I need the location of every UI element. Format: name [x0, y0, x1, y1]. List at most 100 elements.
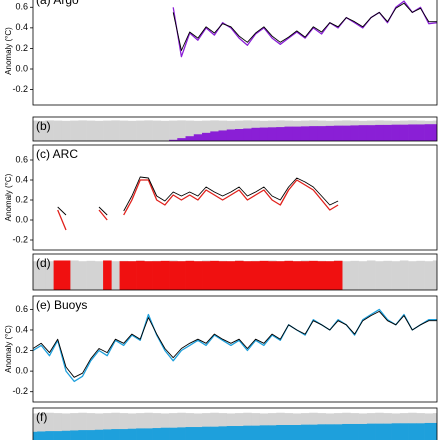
coverage-bar — [267, 127, 277, 141]
coverage-bar — [243, 128, 252, 141]
coverage-bar — [136, 120, 145, 141]
coverage-bar — [169, 413, 178, 440]
coverage-bar — [169, 120, 178, 141]
coverage-bar — [136, 260, 145, 290]
coverage-bar — [144, 261, 153, 290]
coverage-bar — [235, 426, 244, 440]
coverage-bar — [218, 130, 228, 141]
coverage-bar — [70, 120, 79, 141]
coverage-bar — [202, 132, 211, 141]
coverage-bar — [383, 124, 392, 141]
coverage-bar — [251, 261, 261, 290]
coverage-bar — [70, 430, 79, 440]
coverage-bar — [61, 260, 71, 290]
panel-title: (e) Buoys — [36, 298, 87, 312]
coverage-bar — [103, 413, 112, 440]
y-tick-label: 0.4 — [15, 324, 28, 334]
coverage-bar — [193, 120, 203, 141]
coverage-bar — [78, 261, 87, 290]
coverage-bar — [399, 260, 409, 290]
coverage-bar — [160, 413, 170, 440]
coverage-bar — [317, 261, 326, 290]
coverage-bar — [226, 426, 236, 440]
coverage-bar — [177, 427, 186, 440]
coverage-bar — [61, 413, 71, 440]
coverage-bar — [350, 260, 359, 290]
coverage-bar — [243, 261, 252, 290]
coverage-bar — [45, 261, 54, 290]
coverage-bar — [193, 413, 203, 440]
coverage-bar — [70, 413, 79, 440]
coverage-bar — [37, 431, 46, 440]
coverage-bar — [177, 261, 186, 290]
coverage-bar — [342, 423, 351, 440]
coverage-bar — [391, 423, 401, 440]
plot — [33, 260, 437, 290]
coverage-bar — [309, 424, 318, 440]
y-tick-label: 0.4 — [15, 22, 28, 32]
coverage-bar — [86, 260, 96, 290]
coverage-bar — [33, 120, 38, 141]
coverage-bar — [202, 426, 211, 440]
series-line — [172, 0, 437, 58]
coverage-bar — [86, 413, 96, 440]
coverage-bar — [267, 425, 277, 440]
coverage-bar — [61, 120, 71, 141]
coverage-bar — [127, 428, 137, 440]
coverage-bar — [375, 423, 384, 440]
coverage-bar — [391, 261, 401, 290]
coverage-bar — [193, 427, 203, 440]
coverage-bar — [177, 412, 186, 440]
coverage-bar — [119, 429, 129, 440]
coverage-bar — [259, 260, 269, 290]
panel-title: (b) — [36, 119, 51, 133]
coverage-bar — [103, 260, 112, 290]
y-axis-label: Anomaly (°C) — [4, 173, 13, 221]
series-line — [33, 308, 437, 383]
coverage-bar — [202, 261, 211, 290]
y-tick-label: 0.6 — [15, 304, 28, 314]
coverage-bar — [416, 260, 425, 290]
coverage-bar — [325, 424, 335, 440]
coverage-bar — [37, 260, 46, 290]
coverage-bar — [136, 413, 145, 440]
coverage-bar — [235, 260, 244, 290]
coverage-bar — [325, 261, 335, 290]
coverage-bar — [119, 120, 129, 141]
coverage-bar — [383, 260, 392, 290]
coverage-bar — [408, 124, 417, 141]
coverage-bar — [366, 423, 376, 440]
plot — [57, 176, 339, 231]
coverage-bar — [243, 425, 252, 440]
plot — [33, 308, 437, 383]
coverage-bar — [300, 261, 310, 290]
coverage-bar — [358, 423, 368, 440]
coverage-bar — [226, 129, 236, 141]
coverage-bar — [416, 124, 425, 141]
coverage-bar — [210, 131, 219, 141]
coverage-bar — [366, 260, 376, 290]
coverage-bar — [61, 430, 71, 440]
coverage-bar — [325, 125, 335, 141]
coverage-bar — [251, 127, 261, 141]
coverage-bar — [210, 260, 219, 290]
coverage-bar — [276, 425, 285, 440]
coverage-bar — [210, 412, 219, 440]
coverage-bar — [358, 261, 368, 290]
plot — [33, 120, 437, 141]
coverage-bar — [383, 423, 392, 440]
coverage-bar — [185, 413, 195, 440]
coverage-bar — [94, 429, 104, 440]
coverage-bar — [94, 120, 104, 141]
coverage-bar — [144, 428, 153, 440]
coverage-bar — [111, 120, 120, 141]
coverage-bar — [127, 120, 137, 141]
coverage-bar — [333, 260, 343, 290]
coverage-bar — [127, 261, 137, 290]
coverage-bar — [136, 428, 145, 440]
y-axis-label: Anomaly (°C) — [4, 27, 13, 75]
plot-frame — [32, 253, 438, 291]
coverage-bar — [177, 138, 186, 141]
coverage-bar — [160, 260, 170, 290]
y-tick-label: -0.2 — [12, 84, 28, 94]
